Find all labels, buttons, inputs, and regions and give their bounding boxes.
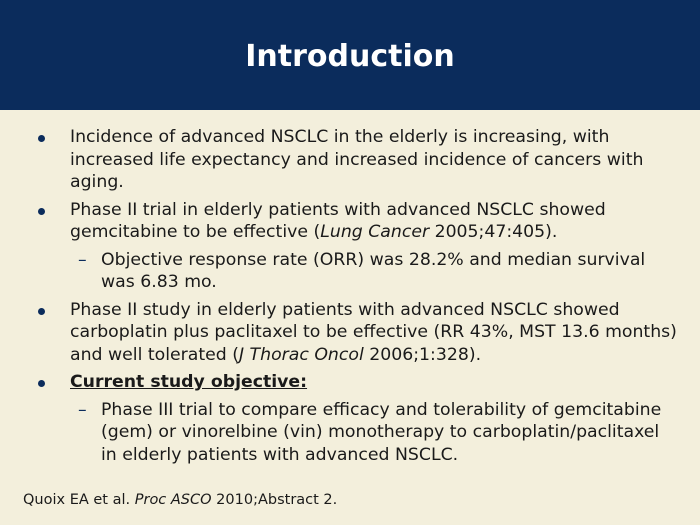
sub-bullet-text: Phase III trial to compare efficacy and …	[101, 399, 662, 465]
sub-bullet-orr: – Objective response rate (ORR) was 28.2…	[28, 249, 678, 294]
sub-bullet-text: Objective response rate (ORR) was 28.2% …	[101, 249, 646, 293]
footer-journal: Proc ASCO	[134, 492, 212, 508]
bullet-list: Incidence of advanced NSCLC in the elder…	[28, 126, 678, 471]
bullet-dot-icon	[38, 207, 45, 215]
bullet-dot-icon	[38, 307, 45, 315]
footer-text: Quoix EA et al.	[23, 492, 135, 508]
footer-text: 2010;Abstract 2.	[211, 492, 338, 508]
journal-citation: J Thorac Oncol	[238, 344, 364, 365]
bullet-objective-heading: Current study objective:	[28, 371, 678, 394]
bullet-text: 2006;1:328).	[363, 344, 482, 365]
bullet-dot-icon	[38, 135, 45, 142]
title-bar: Introduction	[0, 0, 700, 110]
bullet-dot-icon	[38, 380, 45, 387]
bullet-text: Phase II study in elderly patients with …	[70, 299, 677, 365]
bullet-carboplatin-study: Phase II study in elderly patients with …	[28, 299, 678, 367]
dash-icon: –	[78, 249, 87, 270]
journal-citation: Lung Cancer	[320, 222, 430, 242]
slide-title: Introduction	[245, 38, 455, 74]
reference-footer: Quoix EA et al. Proc ASCO 2010;Abstract …	[23, 492, 337, 508]
bullet-text: Incidence of advanced NSCLC in the elder…	[70, 127, 644, 192]
bullet-incidence: Incidence of advanced NSCLC in the elder…	[28, 126, 678, 194]
objective-heading: Current study objective:	[70, 372, 308, 392]
bullet-gemcitabine-trial: Phase II trial in elderly patients with …	[28, 199, 678, 244]
sub-bullet-phase3: – Phase III trial to compare efficacy an…	[28, 399, 678, 467]
bullet-text: Phase II trial in elderly patients with …	[70, 199, 606, 243]
bullet-text: 2005;47:405).	[429, 222, 558, 242]
dash-icon: –	[78, 399, 87, 420]
